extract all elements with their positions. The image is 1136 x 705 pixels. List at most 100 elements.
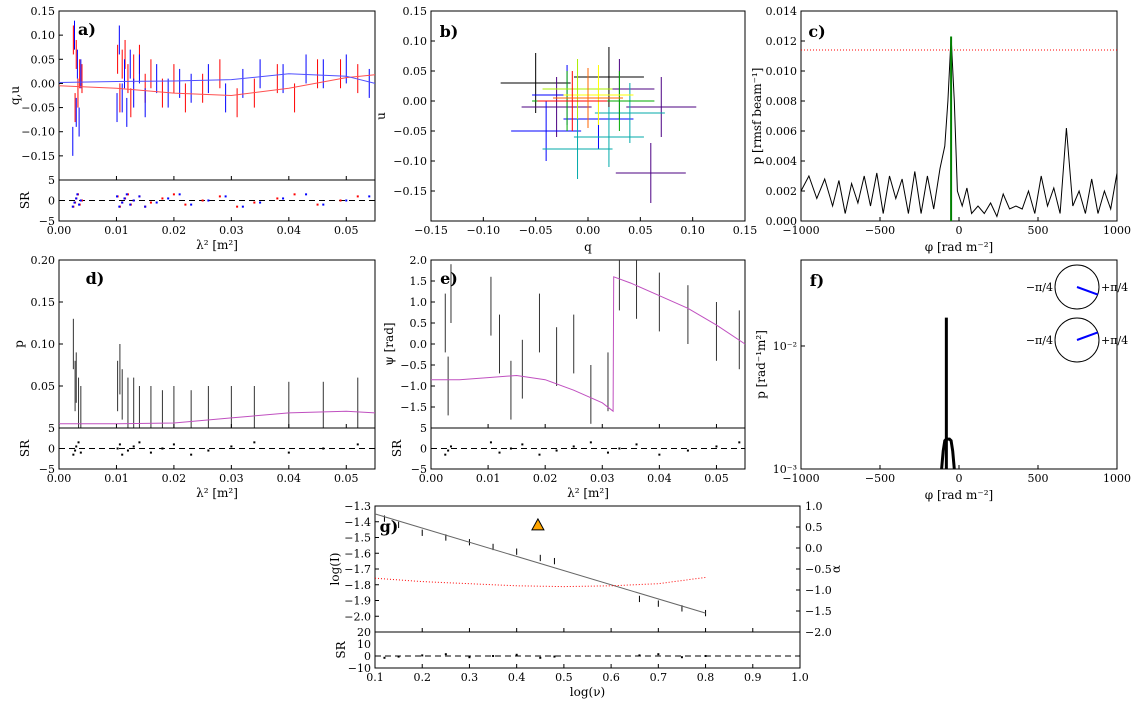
y-tick-label: −1.9 bbox=[344, 595, 371, 608]
panel-d-frame bbox=[58, 259, 376, 429]
residual-point bbox=[121, 453, 124, 456]
y-tick-label: 10⁻² bbox=[773, 340, 797, 353]
y-tick-label: 0.0 bbox=[410, 338, 428, 351]
residual-point bbox=[447, 449, 450, 452]
x-tick-label: 0.00 bbox=[419, 472, 444, 485]
y-tick-label: −1.0 bbox=[400, 380, 427, 393]
x-tick-label: 0.5 bbox=[555, 671, 573, 684]
x-tick-label: 0.05 bbox=[704, 472, 729, 485]
residual-point bbox=[259, 201, 262, 204]
residual-point bbox=[149, 201, 152, 204]
residual-point bbox=[489, 441, 492, 444]
residual-point bbox=[167, 197, 170, 200]
residual-point bbox=[224, 195, 227, 198]
x-axis-label: φ [rad m⁻²] bbox=[925, 240, 994, 254]
residual-tick-label: 20 bbox=[357, 626, 371, 639]
residual-tick-label: 10 bbox=[357, 638, 371, 651]
panel-e-frame bbox=[430, 259, 746, 429]
y-tick-label: −1.7 bbox=[344, 563, 371, 576]
residual-axis-label: SR bbox=[334, 640, 348, 658]
series-line--f- bbox=[800, 36, 1118, 218]
residual-tick-label: 0 bbox=[420, 443, 427, 456]
y-tick-label: 0.20 bbox=[31, 254, 56, 267]
residual-point bbox=[172, 193, 175, 196]
residual-tick-label: 5 bbox=[48, 422, 55, 435]
x-axis-label: log(ν) bbox=[570, 685, 605, 699]
residual-point bbox=[316, 203, 319, 206]
x-tick-label: 1000 bbox=[1103, 224, 1131, 237]
x-tick-label: 0.3 bbox=[461, 671, 479, 684]
angle-inset-right-label: +π/4 bbox=[1101, 334, 1128, 347]
x-tick-label: 0.03 bbox=[219, 472, 244, 485]
residual-point bbox=[339, 199, 342, 202]
y-tick-label: −1.3 bbox=[344, 500, 371, 513]
residual-point bbox=[444, 453, 447, 456]
y-tick-label: 0.006 bbox=[766, 125, 798, 138]
residual-point bbox=[305, 193, 308, 196]
residual-point bbox=[138, 195, 141, 198]
residual-point bbox=[589, 441, 592, 444]
residual-point bbox=[521, 443, 524, 446]
residual-point bbox=[515, 653, 518, 656]
angle-inset-left-label: −π/4 bbox=[1026, 281, 1053, 294]
residual-point bbox=[190, 453, 193, 456]
residual-point bbox=[118, 443, 121, 446]
x-tick-label: 0.7 bbox=[650, 671, 668, 684]
panel-label: g) bbox=[380, 517, 399, 536]
residual-point bbox=[572, 445, 575, 448]
residual-point bbox=[121, 201, 124, 204]
y-tick-label: −0.5 bbox=[400, 359, 427, 372]
x-tick-label: 0.9 bbox=[744, 671, 762, 684]
residual-point bbox=[138, 441, 141, 444]
y-tick-label: 0.010 bbox=[766, 65, 798, 78]
residual-tick-label: 0 bbox=[364, 650, 371, 663]
angle-inset-needle bbox=[1076, 286, 1099, 296]
y-tick-label: −0.05 bbox=[21, 102, 55, 115]
x-tick-label: 0.01 bbox=[104, 472, 129, 485]
y-axis-label: log(I) bbox=[328, 553, 342, 586]
angle-inset-left-label: −π/4 bbox=[1026, 334, 1053, 347]
y-tick-label: −0.05 bbox=[393, 125, 427, 138]
residual-point bbox=[345, 199, 348, 202]
residual-point bbox=[118, 205, 121, 208]
residual-point bbox=[207, 449, 210, 452]
y-tick-label: 0.000 bbox=[766, 215, 798, 228]
y-tick-label: −0.15 bbox=[393, 185, 427, 198]
y-axis-label: p [rmsf beam⁻¹] bbox=[750, 68, 764, 165]
series-line-u-model- bbox=[58, 73, 376, 84]
residual-tick-label: −10 bbox=[348, 662, 371, 675]
x-tick-label: 0.00 bbox=[47, 224, 72, 237]
residual-point bbox=[635, 443, 638, 446]
y2-tick-label: 0.0 bbox=[805, 542, 823, 555]
x-tick-label: 0 bbox=[956, 224, 963, 237]
y-tick-label: −1.5 bbox=[344, 532, 371, 545]
x-tick-label: 0.2 bbox=[413, 671, 431, 684]
y-tick-label: 0.5 bbox=[410, 317, 428, 330]
x-tick-label: 500 bbox=[1028, 472, 1049, 485]
series-line-model bbox=[374, 513, 706, 614]
residual-point bbox=[79, 199, 82, 202]
y-tick-label: 0.10 bbox=[31, 338, 56, 351]
x-tick-label: −0.15 bbox=[414, 224, 448, 237]
residual-point bbox=[322, 203, 325, 206]
y-tick-label: −1.8 bbox=[344, 579, 371, 592]
residual-point bbox=[492, 655, 495, 657]
y-tick-label: 0.05 bbox=[403, 65, 428, 78]
residual-point bbox=[444, 653, 447, 656]
residual-axis-label: SR bbox=[18, 191, 32, 209]
panel-a-frame bbox=[58, 10, 376, 181]
alpha-marker bbox=[531, 517, 545, 531]
residual-frame bbox=[374, 631, 801, 669]
y-tick-label: −0.10 bbox=[393, 155, 427, 168]
residual-point bbox=[704, 655, 707, 657]
y-tick-label: 0.15 bbox=[403, 5, 428, 18]
residual-point bbox=[686, 449, 689, 452]
residual-point bbox=[657, 653, 660, 656]
residual-point bbox=[356, 195, 359, 198]
y-tick-label: 1.0 bbox=[410, 296, 428, 309]
residual-point bbox=[155, 201, 158, 204]
residual-point bbox=[282, 197, 285, 200]
residual-point bbox=[126, 193, 129, 196]
residual-tick-label: 5 bbox=[420, 422, 427, 435]
